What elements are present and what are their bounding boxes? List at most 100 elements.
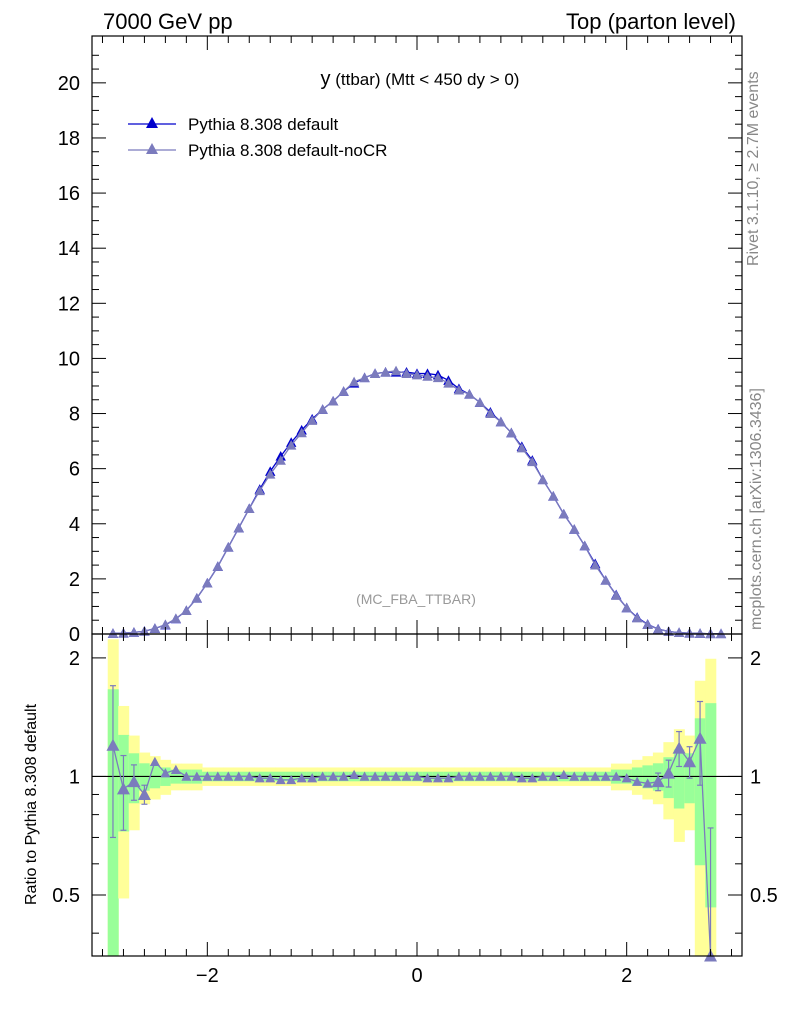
point-nocr xyxy=(642,619,653,630)
point-nocr xyxy=(390,365,402,376)
ratio-point xyxy=(527,773,538,783)
ratio-point xyxy=(212,771,223,781)
ratio-point xyxy=(317,771,328,781)
point-nocr xyxy=(275,455,286,465)
point-nocr xyxy=(422,371,433,381)
ratio-y-tick-label: 2 xyxy=(69,648,80,670)
point-nocr xyxy=(485,408,496,418)
y-tick-label: 12 xyxy=(58,293,80,315)
point-nocr xyxy=(369,368,381,379)
ratio-point xyxy=(359,771,370,781)
main-panel-content xyxy=(107,365,727,639)
ratio-ylabel: Ratio to Pythia 8.308 default xyxy=(23,703,40,905)
ratio-point xyxy=(106,738,120,751)
ratio-band-inner xyxy=(705,703,717,908)
ratio-point xyxy=(474,771,485,781)
ratio-point xyxy=(683,755,697,768)
ratio-point xyxy=(223,771,234,781)
y-tick-label: 8 xyxy=(69,404,80,426)
point-nocr xyxy=(202,577,213,588)
point-nocr xyxy=(348,376,360,387)
ratio-panel-content xyxy=(92,685,742,962)
ratio-point xyxy=(380,771,391,781)
ratio-point xyxy=(672,741,686,754)
ratio-point xyxy=(233,771,244,781)
point-nocr xyxy=(506,427,517,438)
point-nocr xyxy=(191,592,203,603)
ratio-point xyxy=(116,782,130,795)
ratio-point xyxy=(485,771,496,781)
point-nocr xyxy=(558,508,569,519)
ratio-point xyxy=(464,771,475,781)
point-nocr xyxy=(548,491,559,501)
point-nocr xyxy=(495,416,507,427)
ratio-point xyxy=(495,771,506,781)
point-nocr xyxy=(170,613,182,623)
ratio-point xyxy=(422,773,433,783)
ratio-point xyxy=(537,771,548,781)
ratio-point xyxy=(328,771,339,781)
point-nocr xyxy=(160,619,171,630)
ratio-point xyxy=(453,771,464,781)
ratio-y-tick-label: 1 xyxy=(69,766,80,788)
x-tick-label: −2 xyxy=(196,965,219,987)
y-tick-label: 2 xyxy=(69,569,80,591)
ratio-point xyxy=(443,773,454,783)
ratio-point xyxy=(651,775,665,788)
ratio-point xyxy=(191,771,202,781)
legend-marker-nocr xyxy=(146,143,158,154)
point-nocr xyxy=(631,612,643,623)
point-nocr xyxy=(569,524,580,534)
point-nocr xyxy=(474,397,486,407)
ratio-point xyxy=(254,773,265,783)
ratio-point xyxy=(391,771,402,781)
ratio-band-inner xyxy=(694,718,706,866)
point-nocr xyxy=(673,627,685,638)
ratio-point xyxy=(506,771,517,781)
ratio-point xyxy=(137,787,151,800)
ratio-point xyxy=(548,771,559,781)
header-left: 7000 GeV pp xyxy=(103,9,233,34)
ratio-point xyxy=(349,769,360,779)
point-nocr xyxy=(296,427,307,438)
ratio-point xyxy=(202,771,213,781)
ratio-point xyxy=(370,771,381,781)
ratio-point xyxy=(127,775,141,788)
point-nocr xyxy=(233,522,244,533)
ratio-point xyxy=(432,773,443,783)
point-nocr xyxy=(590,559,601,570)
ratio-y-tick-label-right: 1 xyxy=(750,766,761,788)
ratio-point xyxy=(244,771,255,781)
point-nocr xyxy=(579,540,590,551)
y-tick-label: 6 xyxy=(69,459,80,481)
y-tick-label: 10 xyxy=(58,348,80,370)
axes-ticks xyxy=(92,36,742,956)
y-tick-label: 18 xyxy=(58,128,80,150)
ratio-y-tick-label: 0.5 xyxy=(52,885,80,907)
legend: Pythia 8.308 default Pythia 8.308 defaul… xyxy=(128,115,387,160)
point-nocr xyxy=(285,440,297,450)
ratio-point xyxy=(621,773,632,783)
point-nocr xyxy=(306,415,318,425)
rivet-version-text: Rivet 3.1.10, ≥ 2.7M events xyxy=(745,71,762,266)
point-nocr xyxy=(453,384,465,395)
ratio-point xyxy=(600,771,611,781)
ratio-y-tick-label-right: 0.5 xyxy=(750,885,778,907)
header-right: Top (parton level) xyxy=(566,9,736,34)
ratio-y-tick-label-right: 2 xyxy=(750,648,761,670)
ratio-line xyxy=(112,738,712,957)
ratio-point xyxy=(516,773,527,783)
point-nocr xyxy=(464,389,475,399)
y-tick-label: 0 xyxy=(69,624,80,646)
ratio-point xyxy=(579,771,590,781)
ratio-point xyxy=(401,771,412,781)
mcplots-credit-text: mcplots.cern.ch [arXiv:1306.3436] xyxy=(748,388,765,630)
ratio-point xyxy=(569,771,580,781)
point-nocr xyxy=(537,474,549,485)
y-tick-label: 20 xyxy=(58,73,80,95)
ratio-point xyxy=(338,771,349,781)
legend-label-default: Pythia 8.308 default xyxy=(188,115,339,134)
ratio-point xyxy=(590,771,601,781)
